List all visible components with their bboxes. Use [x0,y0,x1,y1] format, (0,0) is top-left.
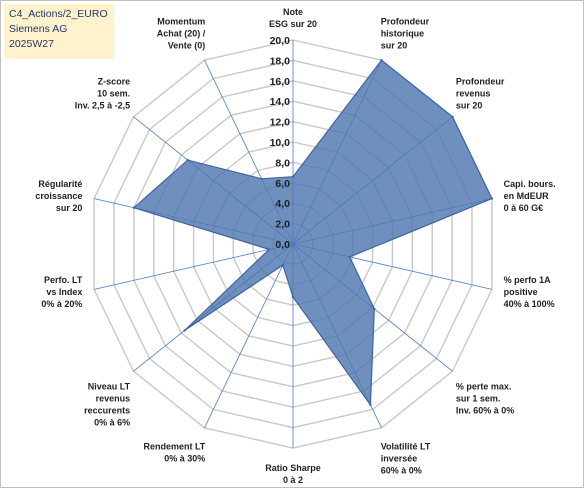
series-point [183,329,186,332]
axis-label-line: vs Index [46,287,82,297]
axis-label: Z-score 10 sem. Inv. 2,5 à -2,5 [75,76,130,110]
axis-label-line: 0 à 60 G€ [504,203,544,213]
axis-label-line: ESG sur 20 [269,19,317,29]
series-point [186,158,189,162]
tick-label: 0,0 [275,239,290,251]
axis-label-line: 0% à 30% [164,454,205,464]
tick-label: 20,0 [270,35,291,47]
axis-label: Profondeur revenus sur 20 [456,76,505,110]
axis-label-line: Momentum [157,16,205,26]
axis-label-line: reccurents [84,406,130,416]
series-point [260,177,263,180]
tick-label: 10,0 [270,137,291,149]
axis-label-line: Niveau LT [88,382,131,392]
axis-label-line: Volatilité LT [381,442,431,452]
axis-label-line: Inv. 60% à 0% [456,406,514,416]
axis-label-line: Profondeur [456,76,505,86]
series-point [267,248,271,251]
axis-label-line: Capi. bours. [504,179,556,189]
tick-label: 4,0 [275,198,290,210]
series-point [380,59,383,62]
axis-label-line: Profondeur [381,16,430,26]
series-point [369,403,372,406]
axis-label-line: Rendement LT [143,442,205,452]
axis-label-line: 0 à 2 [283,475,303,485]
axis-label-line: positive [504,287,538,297]
axis-label-line: Perfo. LT [44,275,83,285]
axis-label: Profondeur historique sur 20 [381,16,430,50]
axis-label: Ratio Sharpe 0 à 2 [265,463,321,485]
axis-label: Niveau LT revenus reccurents 0% à 6% [84,382,131,428]
series-point [291,295,295,299]
axis-label-line: Achat (20) / [157,28,206,38]
axis-label-line: % perte max. [456,382,512,392]
axis-label: % perfo 1A positive 40% à 100% [504,275,555,309]
chart-title-box: C4_Actions/2_EURO Siemens AG 2025W27 [4,4,114,59]
series-point [348,255,351,259]
axis-label-line: Inv. 2,5 à -2,5 [75,100,130,110]
tick-label: 12,0 [270,117,291,129]
axis-label-line: 60% à 0% [381,466,422,476]
title-line-1: C4_Actions/2_EURO [9,8,108,20]
axis-label-line: Ratio Sharpe [265,463,321,473]
title-line-2: Siemens AG [9,23,68,35]
axis-label-line: 40% à 100% [504,299,555,309]
axis-label-line: Note [283,7,303,17]
axis-label-line: Z-score [98,76,131,86]
axis-label-line: en MdEUR [504,191,550,201]
axis-label-line: 0% à 6% [94,418,130,428]
series-point [451,115,454,119]
series-point [373,307,376,311]
axis-label: Rendement LT 0% à 30% [143,442,205,464]
title-line-3: 2025W27 [9,38,54,50]
tick-label: 2,0 [275,219,290,231]
axis-label-line: historique [381,28,425,38]
axis-label: Capi. bours. en MdEUR 0 à 60 G€ [504,179,556,213]
axis-label-line: revenus [456,88,491,98]
tick-label: 18,0 [270,55,291,67]
axis-label-line: sur 20 [56,203,83,213]
axis-label: Régularité croissance sur 20 [35,179,82,213]
series-area [132,59,493,407]
axis-spoke [94,243,294,290]
axis-label-line: revenus [96,394,131,404]
axis-label-line: 10 sem. [97,88,130,98]
axis-spoke [204,243,294,428]
tick-label: 8,0 [275,157,290,169]
axis-label: Perfo. LT vs Index 0% à 20% [41,275,83,309]
axis-label-line: % perfo 1A [504,275,552,285]
axis-label-line: 0% à 20% [41,299,82,309]
axis-label-line: sur 20 [381,40,408,50]
tick-label: 14,0 [270,96,291,108]
axis-label-line: Vente (0) [168,40,206,50]
series-point [132,206,136,209]
tick-label: 6,0 [275,178,290,190]
axis-label-line: inversée [381,454,418,464]
axis-label-line: sur 20 [456,100,483,110]
series-point [490,197,494,200]
axis-label: % perte max. sur 1 sem. Inv. 60% à 0% [456,382,514,416]
series-point [281,263,284,267]
axis-label: Note ESG sur 20 [269,7,317,29]
axis-label-line: sur 1 sem. [456,394,501,404]
axis-label-line: Régularité [38,179,82,189]
axis-label: Volatilité LT inversée 60% à 0% [381,442,431,476]
tick-label: 16,0 [270,76,291,88]
axis-label: Momentum Achat (20) / Vente (0) [157,16,206,50]
axis-label-line: croissance [35,191,82,201]
series-point [291,175,295,178]
